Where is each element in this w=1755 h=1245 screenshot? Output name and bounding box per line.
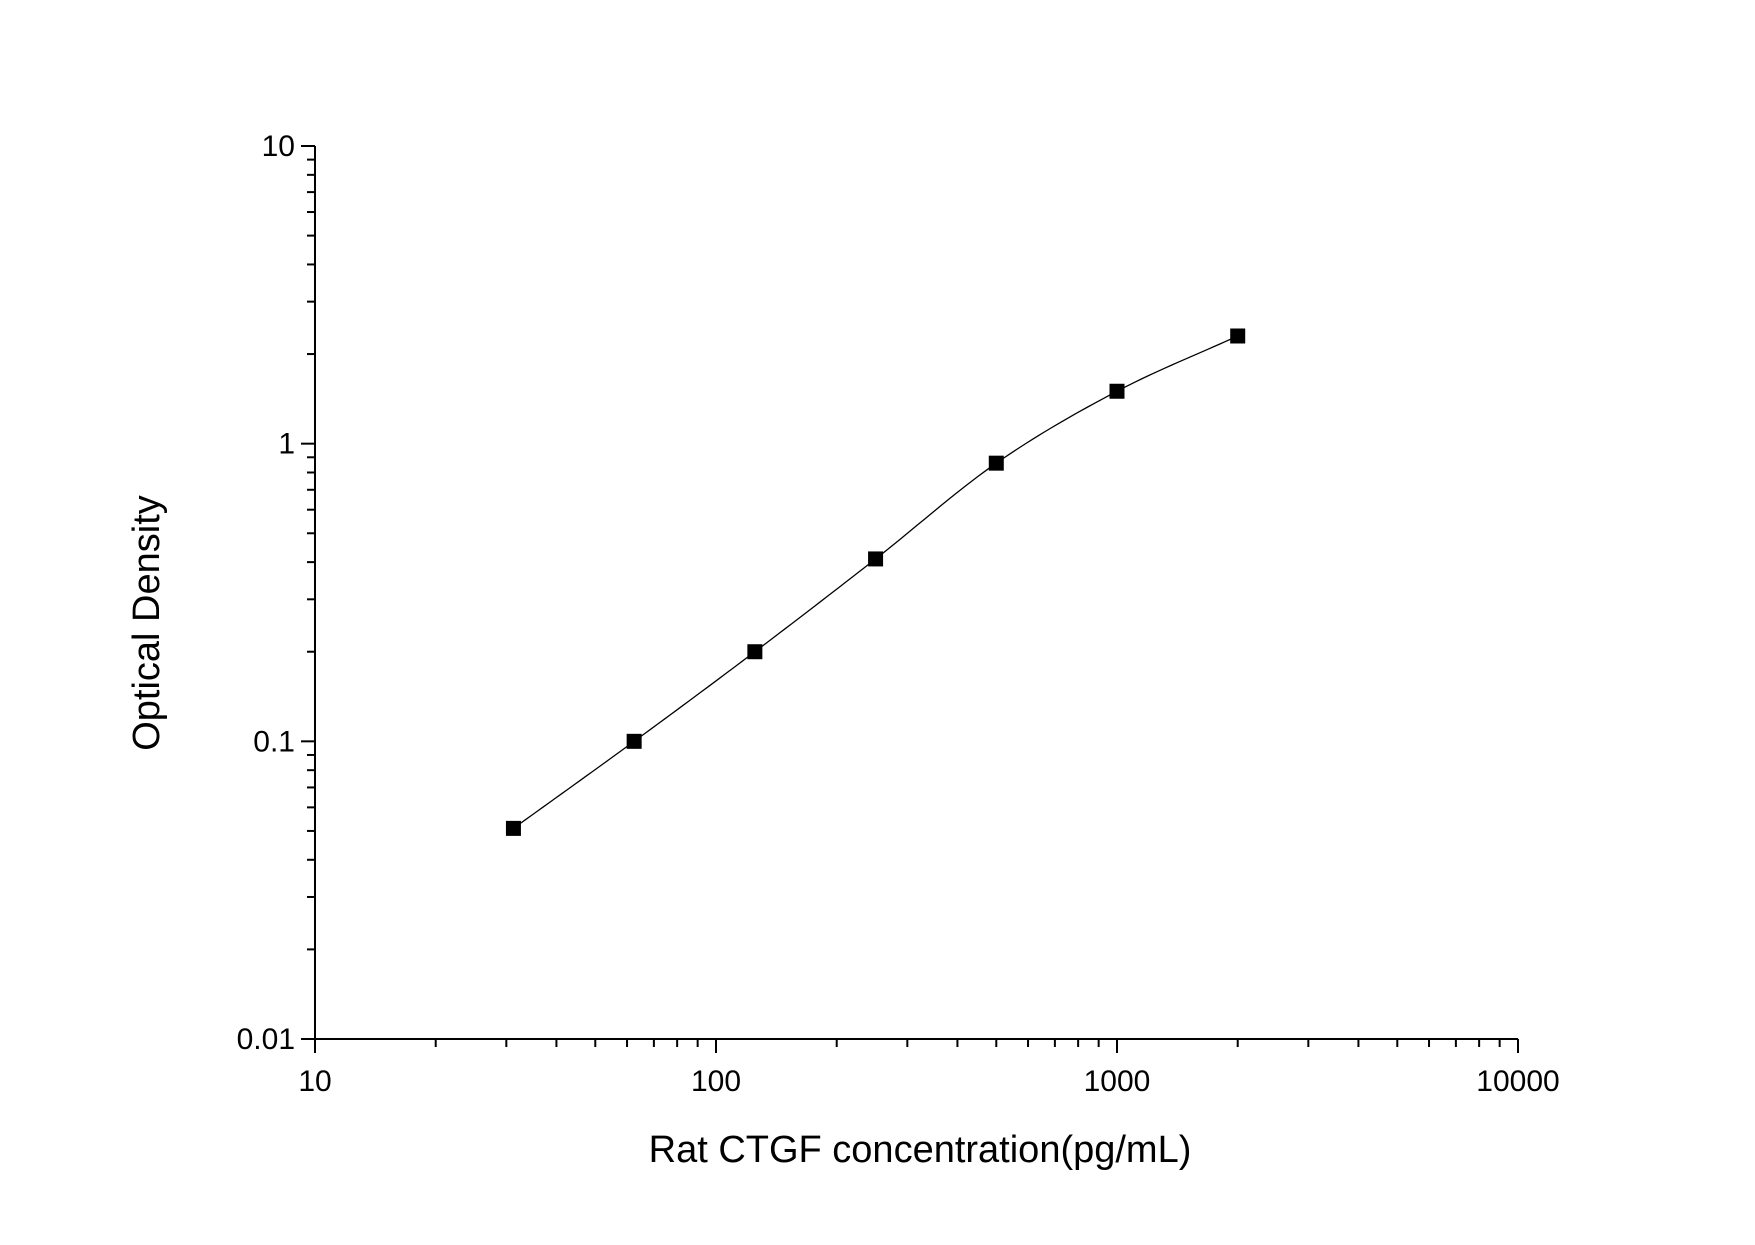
x-tick-label: 10: [298, 1065, 331, 1098]
data-point: [868, 551, 884, 567]
x-tick-label: 100: [691, 1065, 741, 1098]
y-tick-label: 0.01: [237, 1023, 295, 1056]
fit-line: [513, 335, 1238, 829]
data-point: [1109, 383, 1125, 399]
data-points: [505, 328, 1246, 836]
x-tick-label: 10000: [1476, 1065, 1559, 1098]
data-point: [988, 455, 1004, 471]
axes: [314, 146, 1518, 1040]
y-tick-label: 0.1: [253, 725, 295, 758]
fit-curve: [513, 335, 1238, 829]
y-axis-title: Optical Density: [126, 495, 168, 751]
x-tick-label: 1000: [1084, 1065, 1151, 1098]
data-point: [626, 733, 642, 749]
ticks: [301, 145, 1519, 1053]
data-point: [505, 820, 521, 836]
data-point: [1230, 328, 1246, 344]
data-point: [747, 644, 763, 660]
y-tick-label: 10: [262, 130, 295, 163]
y-tick-label: 1: [278, 428, 295, 461]
tick-labels: 10 100 1000 10000 0.01 0.1 1 10: [237, 130, 1560, 1098]
x-axis-title: Rat CTGF concentration(pg/mL): [649, 1129, 1192, 1171]
